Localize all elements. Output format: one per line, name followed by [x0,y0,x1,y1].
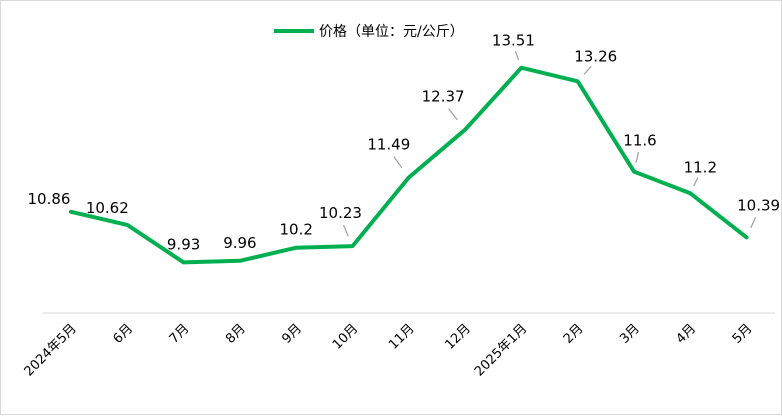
data-label: 10.62 [86,199,129,217]
legend-label-price: 价格（单位：元/公斤） [319,24,464,40]
data-label: 10.2 [279,221,312,239]
data-label: 12.37 [422,88,465,106]
series-line-price [69,65,749,265]
x-tick-label: 10月 [330,321,361,352]
data-label: 11.6 [623,132,656,150]
data-label: 9.93 [167,235,200,253]
data-label-leader [514,50,520,61]
data-label-leader [750,216,757,229]
data-label-leader [448,108,458,121]
data-label: 10.39 [737,196,780,214]
x-tick-label: 4月 [673,321,699,347]
x-tick-label: 8月 [223,321,249,347]
data-label: 13.51 [492,32,535,50]
x-tick-label: 3月 [617,321,643,347]
data-label: 11.49 [367,136,410,154]
x-tick-label: 6月 [110,321,136,347]
data-label: 11.2 [684,158,717,176]
x-tick-label: 5月 [730,321,756,347]
x-tick-label: 2025年1月 [472,321,530,379]
x-tick-label: 2月 [561,321,587,347]
x-tick-label: 11月 [386,321,417,352]
data-label: 13.26 [574,47,617,65]
data-label-leader [583,65,592,75]
x-tick-label: 9月 [279,321,305,347]
data-label: 10.23 [319,204,362,222]
x-tick-label: 7月 [167,321,193,347]
data-labels: 10.86 10.62 9.93 9.96 10.2 10.23 11.49 12.37 13.… [28,32,781,254]
data-label-leader [635,151,640,163]
legend: 价格（单位：元/公斤） [274,24,464,40]
x-tick-label: 12月 [442,321,473,352]
data-label-leader [693,177,699,187]
data-label-leader [342,224,349,237]
data-label: 9.96 [223,234,256,252]
data-label-leader [393,156,403,169]
data-label: 10.86 [28,190,71,208]
data-label-leaders [342,50,757,237]
x-tick-label: 2024年5月 [22,321,80,379]
